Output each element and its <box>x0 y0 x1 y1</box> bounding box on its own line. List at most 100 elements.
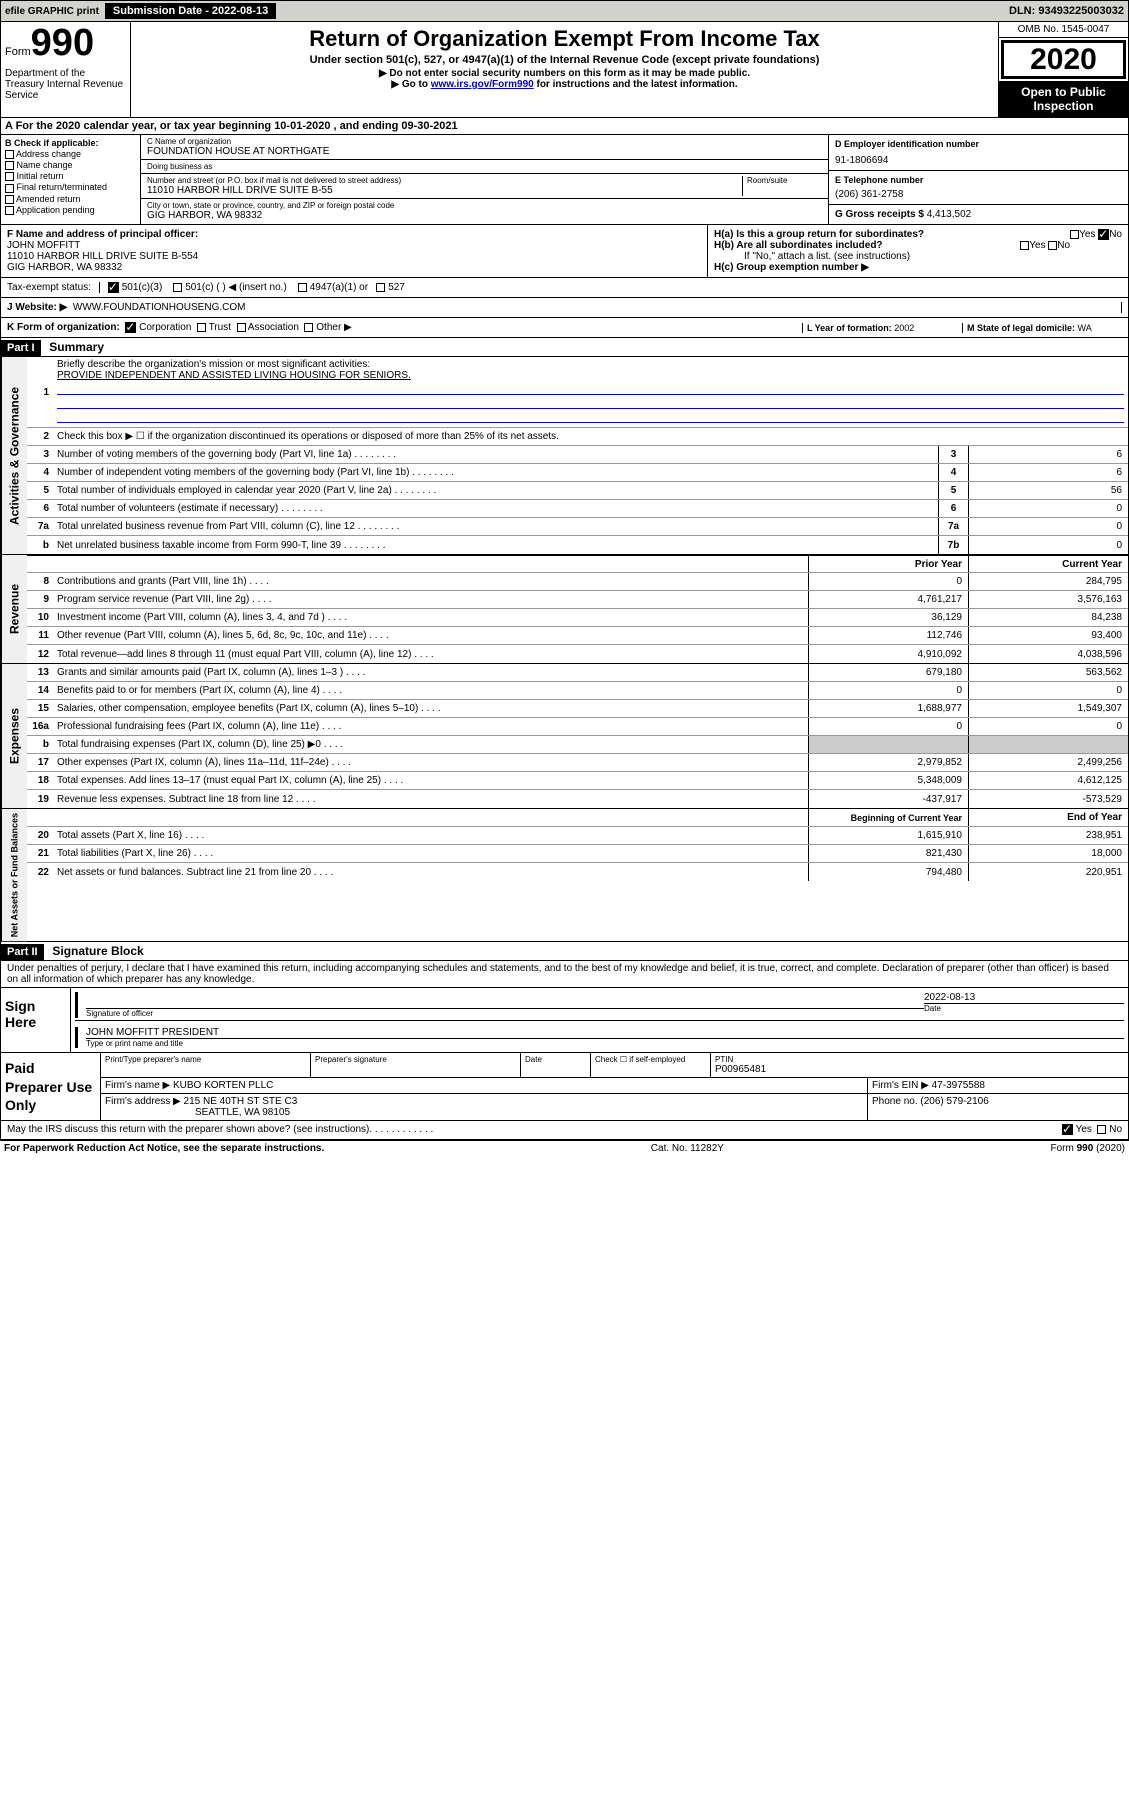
table-row: 7aTotal unrelated business revenue from … <box>27 518 1128 536</box>
firm-name: KUBO KORTEN PLLC <box>173 1080 273 1091</box>
checkbox[interactable] <box>1097 1125 1106 1134</box>
phone: (206) 361-2758 <box>835 189 1122 200</box>
website-url: WWW.FOUNDATIONHOUSENG.COM <box>73 302 246 313</box>
revenue-label: Revenue <box>1 555 27 663</box>
expenses-section: Expenses 13Grants and similar amounts pa… <box>0 664 1129 809</box>
firm-ein: 47-3975588 <box>932 1080 985 1091</box>
name-label: C Name of organization <box>147 137 822 146</box>
table-row: 9Program service revenue (Part VIII, lin… <box>27 591 1128 609</box>
discuss-row: May the IRS discuss this return with the… <box>0 1121 1129 1139</box>
sign-section: Sign Here Signature of officer 2022-08-1… <box>0 988 1129 1053</box>
open-inspection: Open to Public Inspection <box>999 81 1128 117</box>
box-c: C Name of organization FOUNDATION HOUSE … <box>141 135 828 224</box>
box-b-label: B Check if applicable: <box>5 138 136 148</box>
addr: 11010 HARBOR HILL DRIVE SUITE B-55 <box>147 185 742 196</box>
checkbox-checked[interactable] <box>125 322 136 333</box>
submission-date: Submission Date - 2022-08-13 <box>105 3 276 19</box>
table-row: 6Total number of volunteers (estimate if… <box>27 500 1128 518</box>
boxes-klm: K Form of organization: Corporation Trus… <box>0 318 1129 338</box>
dba-label: Doing business as <box>147 162 822 171</box>
table-row: bTotal fundraising expenses (Part IX, co… <box>27 736 1128 754</box>
checkbox-checked[interactable] <box>1098 229 1109 240</box>
table-row: 8Contributions and grants (Part VIII, li… <box>27 573 1128 591</box>
city-label: City or town, state or province, country… <box>147 201 822 210</box>
ptin: P00965481 <box>715 1064 1124 1075</box>
header: Form 990 Department of the Treasury Inte… <box>0 22 1129 118</box>
current-year-header: Current Year <box>968 556 1128 572</box>
form-word: Form <box>5 46 31 58</box>
checkbox[interactable] <box>1070 230 1079 239</box>
table-row: 21Total liabilities (Part X, line 26) . … <box>27 845 1128 863</box>
box-i: Tax-exempt status: 501(c)(3) 501(c) ( ) … <box>0 278 1129 298</box>
checkbox[interactable] <box>5 172 14 181</box>
form-note2: ▶ Go to www.irs.gov/Form990 for instruct… <box>135 79 994 90</box>
part1-label: Part I <box>1 340 41 356</box>
table-row: 22Net assets or fund balances. Subtract … <box>27 863 1128 881</box>
checkbox[interactable] <box>197 323 206 332</box>
irs-link[interactable]: www.irs.gov/Form990 <box>431 79 534 90</box>
governance-section: Activities & Governance 1Briefly describ… <box>0 357 1129 555</box>
officer-city: GIG HARBOR, WA 98332 <box>7 262 701 273</box>
checkbox[interactable] <box>173 283 182 292</box>
table-row: 10Investment income (Part VIII, column (… <box>27 609 1128 627</box>
checkbox[interactable] <box>304 323 313 332</box>
prior-year-header: Prior Year <box>808 556 968 572</box>
sig-date-label: Date <box>924 1003 1124 1013</box>
section-a: A For the 2020 calendar year, or tax yea… <box>0 118 1129 135</box>
declaration: Under penalties of perjury, I declare th… <box>0 961 1129 988</box>
table-row: 3Number of voting members of the governi… <box>27 446 1128 464</box>
box-f: F Name and address of principal officer:… <box>1 225 708 277</box>
efile-label: efile GRAPHIC print <box>5 6 99 17</box>
form-title: Return of Organization Exempt From Incom… <box>135 26 994 52</box>
firm-addr2: SEATTLE, WA 98105 <box>105 1107 290 1118</box>
table-row: 17Other expenses (Part IX, column (A), l… <box>27 754 1128 772</box>
checkbox[interactable] <box>5 195 14 204</box>
topbar: efile GRAPHIC print Submission Date - 20… <box>0 0 1129 22</box>
table-row: 20Total assets (Part X, line 16) . . . .… <box>27 827 1128 845</box>
checkbox[interactable] <box>237 323 246 332</box>
checkbox[interactable] <box>298 283 307 292</box>
part1-title: Summary <box>43 338 110 356</box>
box-h: H(a) Is this a group return for subordin… <box>708 225 1128 277</box>
kform-label: K Form of organization: <box>7 322 120 333</box>
revenue-section: Revenue Prior YearCurrent Year 8Contribu… <box>0 555 1129 664</box>
tax-year: 2020 <box>1001 40 1126 79</box>
header-mid: Return of Organization Exempt From Incom… <box>131 22 998 117</box>
officer-label: F Name and address of principal officer: <box>7 229 701 240</box>
governance-label: Activities & Governance <box>1 357 27 554</box>
ein-label: D Employer identification number <box>835 139 1122 149</box>
checkbox[interactable] <box>5 161 14 170</box>
table-row: 13Grants and similar amounts paid (Part … <box>27 664 1128 682</box>
table-row: bNet unrelated business taxable income f… <box>27 536 1128 554</box>
addr-label: Number and street (or P.O. box if mail i… <box>147 176 742 185</box>
info-grid: B Check if applicable: Address change Na… <box>0 135 1129 225</box>
header-left: Form 990 Department of the Treasury Inte… <box>1 22 131 117</box>
expenses-label: Expenses <box>1 664 27 808</box>
footer: For Paperwork Reduction Act Notice, see … <box>0 1140 1129 1156</box>
firm-phone: (206) 579-2106 <box>920 1096 988 1107</box>
checkbox-checked[interactable] <box>108 282 119 293</box>
netassets-label: Net Assets or Fund Balances <box>1 809 27 941</box>
checkbox[interactable] <box>1048 241 1057 250</box>
gross-label: G Gross receipts $ <box>835 209 924 220</box>
checkbox[interactable] <box>376 283 385 292</box>
footer-left: For Paperwork Reduction Act Notice, see … <box>4 1143 324 1154</box>
sig-date: 2022-08-13 <box>924 992 1124 1003</box>
checkbox[interactable] <box>1020 241 1029 250</box>
table-row: 12Total revenue—add lines 8 through 11 (… <box>27 645 1128 663</box>
officer-name: JOHN MOFFITT <box>7 240 701 251</box>
part2-label: Part II <box>1 944 44 960</box>
checkbox-checked[interactable] <box>1062 1124 1073 1135</box>
table-row: 15Salaries, other compensation, employee… <box>27 700 1128 718</box>
checkbox[interactable] <box>5 206 14 215</box>
checkbox[interactable] <box>5 184 14 193</box>
sig-officer-label: Signature of officer <box>86 1008 924 1018</box>
part2-title: Signature Block <box>46 942 149 960</box>
netassets-section: Net Assets or Fund Balances Beginning of… <box>0 809 1129 942</box>
table-row: 16aProfessional fundraising fees (Part I… <box>27 718 1128 736</box>
tax-status-label: Tax-exempt status: <box>7 282 100 293</box>
checkbox[interactable] <box>5 150 14 159</box>
website-label: J Website: ▶ <box>7 302 67 313</box>
end-year-header: End of Year <box>968 809 1128 826</box>
begin-year-header: Beginning of Current Year <box>808 809 968 826</box>
